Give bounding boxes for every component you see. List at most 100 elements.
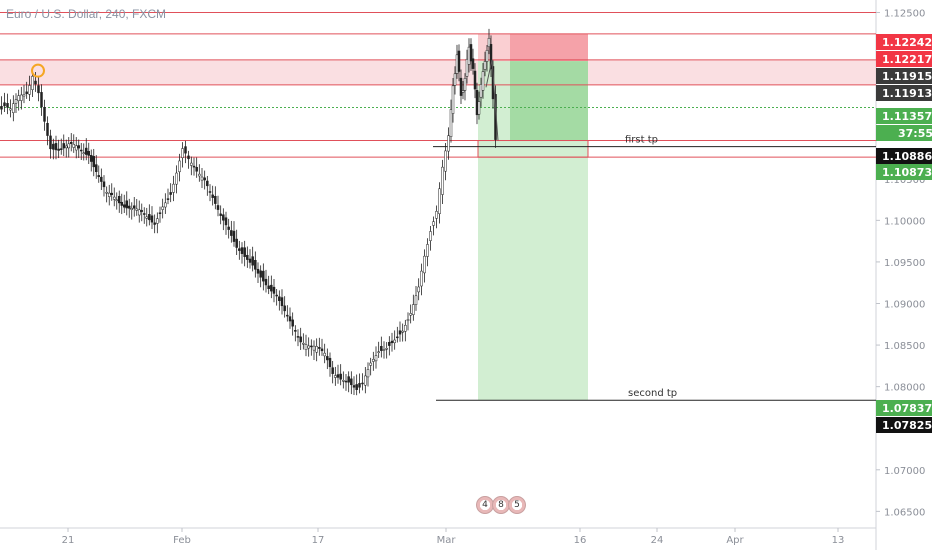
candle-body xyxy=(406,319,410,322)
candle-body xyxy=(148,214,151,221)
candle-body xyxy=(108,192,111,197)
candle-body xyxy=(444,150,447,172)
candle-body xyxy=(489,44,493,70)
candle-body xyxy=(158,212,162,214)
stop-area-filled xyxy=(510,33,588,62)
candle-body xyxy=(328,357,332,368)
candle-body xyxy=(417,286,420,293)
candle-body xyxy=(235,238,238,248)
candle-body xyxy=(80,149,83,152)
candle-body xyxy=(254,259,257,270)
candle-body xyxy=(65,145,68,149)
candle-body xyxy=(192,165,196,168)
candle-body xyxy=(97,175,100,178)
candle-body xyxy=(14,99,18,104)
candle-body xyxy=(17,95,20,101)
candle-body xyxy=(37,85,40,94)
candle-body xyxy=(467,46,471,65)
candle-body xyxy=(175,172,178,185)
event-badge-1[interactable]: 4 xyxy=(476,496,494,514)
candle-body xyxy=(280,297,284,307)
x-tick-label: 16 xyxy=(574,535,587,546)
candle-body xyxy=(315,346,318,353)
candle-body xyxy=(187,155,190,160)
candle-body xyxy=(451,85,455,114)
candle-body xyxy=(423,255,426,274)
candle-body xyxy=(251,256,254,266)
candle-body xyxy=(429,231,432,241)
y-tick-label: 1.12500 xyxy=(884,8,925,19)
candle-body xyxy=(113,196,116,200)
candle-body xyxy=(393,339,396,344)
candle-body xyxy=(412,304,415,315)
candle-body xyxy=(248,258,252,263)
candle-body xyxy=(169,192,172,195)
candle-body xyxy=(485,50,489,62)
candle-body xyxy=(143,213,146,215)
projection-path xyxy=(485,59,499,141)
candle-body xyxy=(150,215,154,223)
candle-body xyxy=(92,156,95,168)
price-tag xyxy=(876,34,932,50)
candle-body xyxy=(323,352,326,357)
price-tag-label: 1.12217 xyxy=(882,53,932,66)
candle-body xyxy=(404,324,407,332)
candle-body xyxy=(377,351,380,353)
candle-body xyxy=(388,342,391,346)
candle-body xyxy=(352,385,356,388)
x-tick-label: 13 xyxy=(832,535,845,546)
x-tick-label: 21 xyxy=(62,535,75,546)
second-tp-label: second tp xyxy=(628,388,677,399)
y-tick-label: 1.09500 xyxy=(884,258,925,269)
candle-body xyxy=(283,305,286,312)
price-tag-label: 1.10886 xyxy=(882,150,932,163)
candle-body xyxy=(28,85,31,95)
candle-body xyxy=(6,103,9,108)
candle-body xyxy=(70,141,73,144)
candle-body xyxy=(432,221,435,226)
candle-body xyxy=(172,183,175,193)
candle-body xyxy=(382,349,386,351)
candle-body xyxy=(67,143,70,149)
candle-body xyxy=(299,336,302,343)
candle-body xyxy=(181,148,184,159)
candle-body xyxy=(438,188,441,215)
candle-body xyxy=(334,375,337,378)
candle-body xyxy=(105,191,108,194)
candle-body xyxy=(25,91,28,94)
candle-body xyxy=(87,151,90,156)
candle-body xyxy=(138,209,141,216)
y-tick-label: 1.09000 xyxy=(884,299,925,310)
candle-body xyxy=(463,78,467,91)
price-tag xyxy=(876,85,932,101)
price-tag-label: 1.11913 xyxy=(882,87,932,100)
candle-body xyxy=(128,205,131,209)
price-tag xyxy=(876,68,932,84)
candle-body xyxy=(483,61,487,70)
candle-body xyxy=(469,44,473,62)
candle-body xyxy=(449,109,453,137)
candle-body xyxy=(115,199,118,202)
candle-body xyxy=(195,166,198,172)
y-tick-label: 1.06500 xyxy=(884,507,925,518)
candle-body xyxy=(307,345,310,349)
price-tag-label: 1.10873 xyxy=(882,166,932,179)
price-tag-label: 1.11915 xyxy=(882,70,932,83)
candle-body xyxy=(198,173,201,177)
candle-body xyxy=(31,76,34,90)
candle-body xyxy=(82,152,85,154)
candle-body xyxy=(133,205,136,209)
candle-body xyxy=(320,348,324,352)
candle-body xyxy=(401,330,404,333)
candle-body xyxy=(326,356,329,361)
event-badge-3[interactable]: 5 xyxy=(508,496,526,514)
candle-body xyxy=(272,286,276,294)
candle-body xyxy=(135,208,138,211)
candle-body xyxy=(72,144,75,148)
economic-events[interactable]: 4 8 5 xyxy=(476,496,526,514)
candle-body xyxy=(339,373,342,380)
candle-body xyxy=(347,376,350,383)
candle-body xyxy=(208,191,212,193)
candle-body xyxy=(398,330,402,335)
